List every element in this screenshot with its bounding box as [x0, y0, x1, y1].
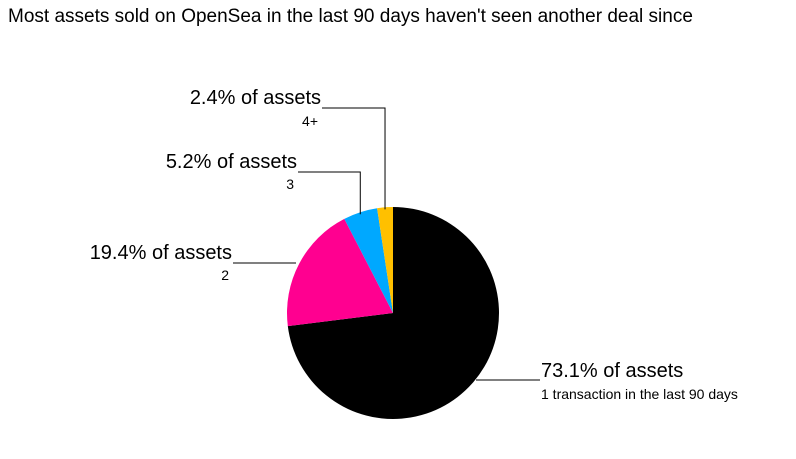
- leader-line-3: [298, 171, 361, 215]
- slice-label-2: 19.4% of assets: [90, 242, 232, 264]
- slice-label-3: 5.2% of assets: [166, 151, 297, 173]
- chart-title: Most assets sold on OpenSea in the last …: [8, 6, 693, 27]
- slice-sublabel-3: 3: [286, 176, 294, 192]
- slice-label-1: 73.1% of assets: [541, 360, 683, 382]
- slice-sublabel-2: 2: [221, 267, 229, 283]
- pie-slice-3: [344, 208, 393, 313]
- slice-sublabel-4: 4+: [302, 113, 318, 129]
- pie-slice-2: [287, 218, 393, 327]
- slice-sublabel-1: 1 transaction in the last 90 days: [541, 386, 738, 402]
- pie-slice-4: [377, 207, 393, 313]
- leader-line-4: [322, 107, 386, 210]
- pie-slice-1: [287, 207, 499, 419]
- slice-label-4: 2.4% of assets: [190, 87, 321, 109]
